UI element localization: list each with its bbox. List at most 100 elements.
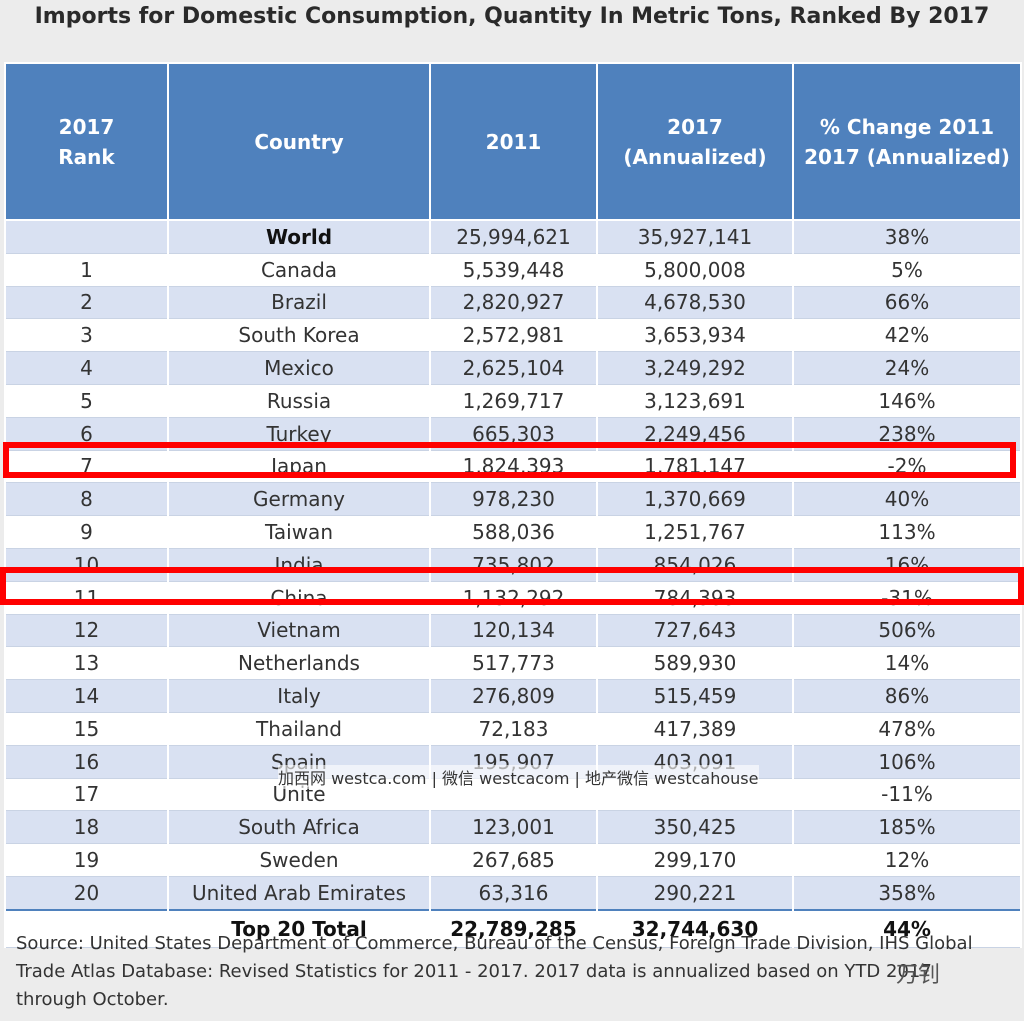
country-cell: United Arab Emirates [167, 876, 431, 911]
country-cell: World [167, 220, 431, 254]
country-cell: Italy [167, 679, 431, 713]
country-cell: Russia [167, 384, 431, 418]
table-row: 9 Taiwan 588,036 1,251,767 113% [4, 515, 1022, 549]
change-cell: 14% [792, 646, 1022, 681]
change-cell: 358% [792, 876, 1022, 911]
country-cell: Canada [167, 253, 431, 287]
value-2017-cell: 4,678,530 [596, 286, 794, 320]
rank-cell: 8 [4, 482, 169, 517]
value-2011-cell: 72,183 [429, 712, 598, 746]
table-row: 10 India 735,802 854,026 16% [4, 548, 1022, 582]
header-change-line1: % Change 2011 [819, 114, 995, 139]
table-row: 15 Thailand 72,183 417,389 478% [4, 712, 1022, 746]
change-cell: 16% [792, 548, 1022, 582]
table-row: 12 Vietnam 120,134 727,643 506% [4, 614, 1022, 648]
country-cell: Germany [167, 482, 431, 517]
total-row: Top 20 Total 22,789,285 32,744,630 44% [4, 908, 1022, 948]
value-2017-cell: 299,170 [596, 843, 794, 877]
value-2011-cell: 735,802 [429, 548, 598, 582]
value-2011-cell: 588,036 [429, 515, 598, 549]
rank-cell: 1 [4, 253, 169, 287]
change-cell: 5% [792, 253, 1022, 287]
table-row: 20 United Arab Emirates 63,316 290,221 358% [4, 876, 1022, 911]
country-cell: Mexico [167, 351, 431, 385]
table-body: World 25,994,621 35,927,141 38% 1 Canada 5,539… [4, 220, 1022, 911]
country-cell: India [167, 548, 431, 582]
value-2017-cell: 350,425 [596, 810, 794, 845]
total-rank-cell [4, 908, 169, 948]
value-2017-cell: 5,800,008 [596, 253, 794, 287]
value-2011-cell: 123,001 [429, 810, 598, 845]
value-2011-cell: 25,994,621 [429, 220, 598, 254]
value-2011-cell: 1,269,717 [429, 384, 598, 418]
highlight-box-china [0, 567, 1024, 605]
value-2017-cell: 515,459 [596, 679, 794, 713]
value-2017-cell: 35,927,141 [596, 220, 794, 254]
change-cell: 40% [792, 482, 1022, 517]
table-row: 3 South Korea 2,572,981 3,653,934 42% [4, 318, 1022, 353]
rank-cell: 13 [4, 646, 169, 681]
change-cell: 24% [792, 351, 1022, 385]
header-change: % Change 2011 2017 (Annualized) [792, 62, 1022, 221]
header-2017-line1: 2017 [667, 114, 723, 139]
rank-cell [4, 220, 169, 254]
table-row: 13 Netherlands 517,773 589,930 14% [4, 646, 1022, 681]
value-2011-cell: 5,539,448 [429, 253, 598, 287]
header-rank-line1: 2017 [58, 114, 115, 139]
total-2011: 22,789,285 [429, 908, 598, 948]
value-2017-cell: 290,221 [596, 876, 794, 911]
rank-cell: 4 [4, 351, 169, 385]
value-2017-cell: 727,643 [596, 614, 794, 648]
change-cell: 146% [792, 384, 1022, 418]
value-2011-cell: 63,316 [429, 876, 598, 911]
value-2017-cell: 3,249,292 [596, 351, 794, 385]
rank-cell: 12 [4, 614, 169, 648]
table-header-row: 2017 Rank Country 2011 2017 (Annualized) %… [4, 62, 1022, 221]
value-2017-cell: 589,930 [596, 646, 794, 681]
country-cell: Netherlands [167, 646, 431, 681]
rank-cell: 9 [4, 515, 169, 549]
value-2017-cell: 1,251,767 [596, 515, 794, 549]
change-cell: 506% [792, 614, 1022, 648]
value-2011-cell: 276,809 [429, 679, 598, 713]
country-cell: Sweden [167, 843, 431, 877]
change-cell: 185% [792, 810, 1022, 845]
country-cell: Taiwan [167, 515, 431, 549]
header-rank-line2: Rank [58, 144, 115, 169]
value-2017-cell: 3,123,691 [596, 384, 794, 418]
country-cell: Brazil [167, 286, 431, 320]
table-row: 5 Russia 1,269,717 3,123,691 146% [4, 384, 1022, 418]
value-2017-cell: 854,026 [596, 548, 794, 582]
value-2011-cell: 2,820,927 [429, 286, 598, 320]
value-2011-cell: 1,132,292 [429, 581, 598, 615]
total-label: Top 20 Total [167, 908, 431, 948]
watermark-text: 加西网 westca.com | 微信 westcacom | 地产微信 wes… [278, 765, 759, 789]
header-2017-line2: (Annualized) [623, 144, 767, 169]
change-cell: 113% [792, 515, 1022, 549]
country-cell: South Africa [167, 810, 431, 845]
rank-cell: 15 [4, 712, 169, 746]
change-cell: 12% [792, 843, 1022, 877]
country-cell: Thailand [167, 712, 431, 746]
value-2011-cell: 517,773 [429, 646, 598, 681]
change-cell: 478% [792, 712, 1022, 746]
change-cell: -11% [792, 778, 1022, 812]
table-row: 2 Brazil 2,820,927 4,678,530 66% [4, 286, 1022, 320]
value-2017-cell: 3,653,934 [596, 318, 794, 353]
change-cell: -31% [792, 581, 1022, 615]
change-cell: 106% [792, 745, 1022, 779]
rank-cell: 14 [4, 679, 169, 713]
total-change: 44% [792, 908, 1022, 948]
table-row: 14 Italy 276,809 515,459 86% [4, 679, 1022, 713]
change-cell: 86% [792, 679, 1022, 713]
value-2011-cell: 2,625,104 [429, 351, 598, 385]
rank-cell: 18 [4, 810, 169, 845]
rank-cell: 2 [4, 286, 169, 320]
wechat-logo-mark: 万钊 [896, 963, 941, 988]
table-row: 11 China 1,132,292 784,393 -31% [4, 581, 1022, 615]
rank-cell: 20 [4, 876, 169, 911]
table-row: 18 South Africa 123,001 350,425 185% [4, 810, 1022, 845]
change-cell: 38% [792, 220, 1022, 254]
change-cell: 42% [792, 318, 1022, 353]
header-2011: 2011 [429, 62, 598, 221]
